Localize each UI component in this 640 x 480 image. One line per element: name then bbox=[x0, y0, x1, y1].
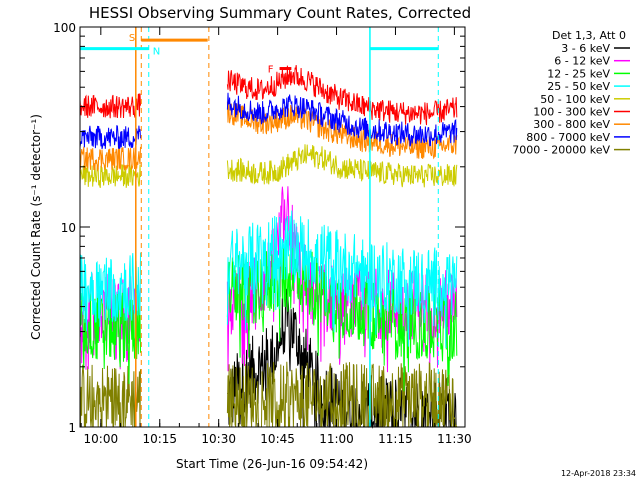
marker-label-saa-0: S bbox=[129, 33, 135, 44]
x-tick-label-0: 10:00 bbox=[84, 432, 119, 446]
legend-entry-6: 300 - 800 keV bbox=[533, 118, 610, 131]
series-line-5-1 bbox=[226, 65, 458, 126]
legend-entry-0: 3 - 6 keV bbox=[561, 42, 610, 55]
y-axis-label: Corrected Count Rate (s⁻¹ detector⁻¹) bbox=[29, 114, 43, 340]
x-tick-label-1: 10:15 bbox=[142, 432, 177, 446]
x-axis-label: Start Time (26-Jun-16 09:54:42) bbox=[176, 457, 368, 471]
x-tick-label-5: 11:15 bbox=[378, 432, 413, 446]
marker-label-night-1: N bbox=[153, 47, 160, 58]
legend-entry-4: 50 - 100 keV bbox=[540, 93, 610, 106]
series-layer bbox=[79, 65, 458, 429]
series-line-7-1 bbox=[226, 92, 458, 147]
footer-date: 12-Apr-2018 23:34 bbox=[561, 469, 636, 478]
series-line-5-0 bbox=[79, 93, 141, 119]
series-line-8-0 bbox=[79, 364, 141, 428]
marker-label-flare-3: F bbox=[268, 65, 274, 76]
legend-entry-5: 100 - 300 keV bbox=[533, 106, 610, 119]
series-line-6-0 bbox=[79, 146, 141, 173]
legend-entry-7: 800 - 7000 keV bbox=[526, 131, 610, 144]
y-tick-label-2: 100 bbox=[53, 21, 76, 35]
legend-entry-8: 7000 - 20000 keV bbox=[512, 144, 610, 157]
series-line-7-0 bbox=[79, 125, 141, 150]
x-tick-label-6: 11:30 bbox=[437, 432, 472, 446]
y-tick-label-1: 10 bbox=[61, 221, 76, 235]
legend-entry-3: 25 - 50 keV bbox=[547, 80, 610, 93]
series-line-3-0 bbox=[79, 252, 141, 351]
series-line-3-1 bbox=[226, 210, 458, 349]
series-line-4-0 bbox=[79, 163, 141, 189]
chart-title: HESSI Observing Summary Count Rates, Cor… bbox=[89, 4, 471, 22]
legend-entry-2: 12 - 25 keV bbox=[547, 67, 610, 80]
marker-layer: S N F bbox=[80, 27, 439, 427]
legend-entry-1: 6 - 12 keV bbox=[554, 55, 610, 68]
axis-layer: 10:00 10:15 10:30 10:45 11:00 11:15 11:30 1 10 10… bbox=[53, 21, 472, 446]
x-tick-label-3: 10:45 bbox=[260, 432, 295, 446]
x-tick-label-2: 10:30 bbox=[201, 432, 236, 446]
series-line-6-1 bbox=[226, 101, 458, 160]
series-line-8-1 bbox=[226, 361, 458, 428]
series-line-4-1 bbox=[226, 144, 458, 188]
legend-header: Det 1,3, Att 0 bbox=[552, 29, 626, 42]
y-tick-label-0: 1 bbox=[68, 421, 76, 435]
x-tick-label-4: 11:00 bbox=[319, 432, 354, 446]
